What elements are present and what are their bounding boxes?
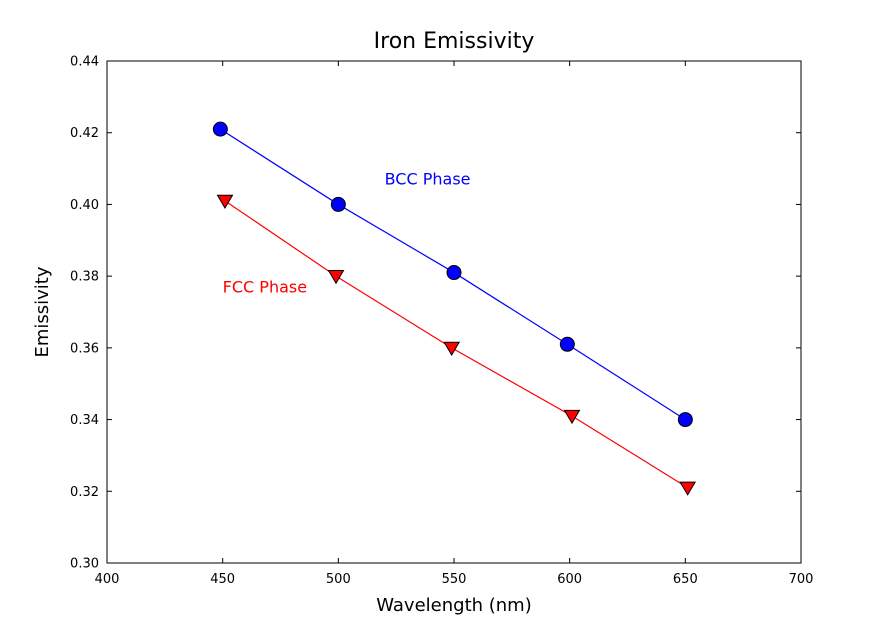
y-tick-label: 0.32: [70, 485, 99, 500]
x-tick-label: 450: [210, 572, 235, 587]
x-tick-label: 600: [557, 572, 582, 587]
x-axis-title: Wavelength (nm): [376, 595, 532, 616]
x-tick-label: 700: [789, 572, 814, 587]
y-tick-label: 0.36: [70, 341, 99, 356]
series-1-point: [216, 194, 234, 209]
series-annotation: BCC Phase: [385, 170, 471, 189]
series-1-point: [443, 341, 461, 356]
y-tick-label: 0.30: [70, 557, 99, 572]
chart-title: Iron Emissivity: [374, 29, 535, 54]
plot-frame: [106, 60, 802, 564]
y-tick-label: 0.42: [70, 126, 99, 141]
axes-layer: 400 450 500 550 600 650 700 0.30 0.32 0.34 0.36 0.3…: [70, 55, 813, 588]
series-annotation: FCC Phase: [223, 277, 307, 296]
y-tick-label: 0.34: [70, 413, 99, 428]
series-layer: BCC Phase FCC Phase: [212, 121, 697, 496]
series-0-point: [446, 265, 462, 281]
y-tick-label: 0.40: [70, 198, 99, 213]
series-0-point: [330, 196, 346, 212]
x-tick-label: 400: [95, 572, 120, 587]
series-0-point: [677, 412, 693, 428]
series-0-point: [559, 336, 575, 352]
y-axis-title: Emissivity: [32, 266, 53, 357]
series-1-point: [327, 270, 345, 285]
y-tick-label: 0.38: [70, 270, 99, 285]
series-1-point: [563, 409, 581, 425]
x-tick-label: 500: [326, 572, 351, 587]
y-tick-label: 0.44: [70, 55, 99, 70]
x-tick-label: 650: [673, 572, 698, 587]
x-tick-label: 550: [442, 572, 467, 587]
series-1-point: [679, 481, 697, 496]
series-0-point: [212, 121, 228, 137]
